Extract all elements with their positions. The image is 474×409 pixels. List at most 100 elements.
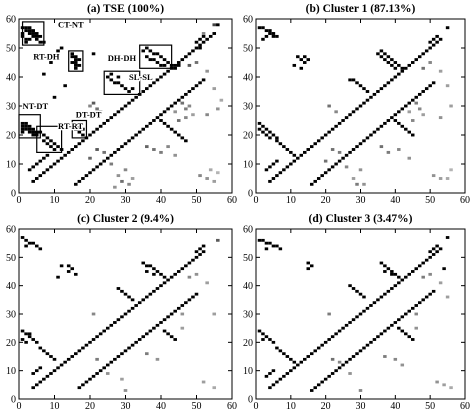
contact-cell [134, 133, 138, 137]
contact-cell [42, 133, 46, 137]
contact-cell [120, 377, 124, 381]
contact-cell [38, 159, 43, 163]
contact-cell [180, 267, 185, 271]
contact-cell [278, 377, 283, 381]
contact-cell [445, 295, 450, 299]
contact-cell [397, 63, 401, 67]
contact-cell [102, 329, 106, 333]
contact-cell [341, 156, 345, 160]
contact-cell [449, 168, 453, 172]
contact-cell [105, 75, 110, 79]
contact-cell [264, 29, 269, 33]
contact-cell [116, 148, 121, 151]
contact-cells [20, 23, 224, 189]
contact-cell [194, 40, 199, 44]
contact-cell [116, 318, 121, 322]
contact-cell [38, 34, 43, 38]
contact-cell [91, 168, 96, 172]
contact-cell [313, 349, 317, 353]
contact-cell [173, 66, 177, 70]
contact-cell [383, 58, 387, 62]
contact-cell [70, 148, 75, 151]
contact-cell [428, 272, 432, 276]
contact-cell [201, 78, 206, 82]
contact-cell [417, 92, 422, 96]
contact-cell [344, 116, 349, 120]
contact-cell [145, 145, 149, 149]
contact-cell [120, 145, 124, 149]
y-tick-label: 30 [243, 310, 253, 321]
y-tick-label: 50 [6, 44, 16, 55]
contact-cell [24, 26, 28, 30]
contact-cell [141, 261, 146, 265]
contact-cell [194, 84, 199, 88]
contact-cell [438, 69, 443, 73]
contact-cell [42, 72, 46, 76]
contact-cell [52, 95, 57, 99]
contact-cell [421, 66, 425, 70]
contact-cell [313, 386, 317, 390]
contact-cell [31, 32, 35, 35]
panel-title: (b) Cluster 1 (87.13%) [306, 3, 416, 15]
contact-cell [198, 253, 202, 256]
panel-2: (b) Cluster 1 (87.13%) 0 10 20 30 40 50 60 0 10 20… [243, 3, 470, 206]
contact-cell [56, 159, 60, 163]
contact-cell [127, 295, 131, 299]
contact-cell [141, 49, 146, 53]
contact-cell [34, 369, 39, 373]
contact-cell [208, 168, 213, 172]
contact-cell [34, 340, 39, 344]
contact-cell [145, 55, 149, 59]
contact-cell [379, 145, 384, 149]
contact-cell [105, 119, 110, 122]
contact-cell [162, 275, 167, 279]
contact-cell [113, 321, 117, 324]
contact-cell [109, 323, 114, 327]
contact-cell [116, 81, 121, 85]
annotation-label: RT-DH [33, 52, 60, 62]
contact-cell [268, 241, 272, 245]
contact-cell [285, 355, 290, 358]
contact-cell [123, 142, 128, 146]
x-tick-label: 0 [254, 195, 259, 206]
contact-cell [351, 110, 356, 114]
y-tick-label: 10 [243, 160, 253, 171]
contact-cell [180, 304, 185, 307]
contact-cell [173, 101, 177, 105]
y-tick-label: 20 [243, 338, 253, 349]
contact-cell [95, 335, 99, 339]
contact-cell [49, 355, 53, 358]
x-tick-label: 60 [227, 401, 237, 409]
x-tick-label: 0 [254, 401, 259, 409]
contact-cell [88, 156, 92, 160]
contact-cell [145, 264, 149, 268]
contact-cell [88, 340, 92, 344]
contact-cell [159, 272, 163, 276]
contact-cell [141, 127, 146, 131]
contact-cell [105, 326, 110, 330]
contact-cell [70, 355, 75, 358]
contact-cell [141, 90, 146, 93]
contact-cell [397, 275, 401, 279]
contact-cell [74, 55, 78, 59]
contact-cell [337, 150, 342, 154]
contact-cell [24, 40, 28, 44]
contact-cell [407, 63, 411, 67]
x-tick-label: 50 [192, 195, 202, 206]
contact-cell [341, 119, 345, 122]
contact-cell [264, 241, 269, 245]
contact-cell [271, 162, 276, 166]
contact-cell [74, 145, 78, 149]
contact-cell [24, 332, 28, 336]
contact-cell [393, 321, 398, 324]
contact-cell [417, 301, 422, 305]
y-tick-label: 0 [248, 189, 253, 200]
contact-cell [393, 113, 398, 117]
contact-cell [109, 72, 114, 76]
annotation-label: SL-SL [129, 72, 153, 82]
contact-cell [31, 165, 35, 169]
contact-cell [91, 52, 96, 56]
y-tick-label: 0 [11, 189, 16, 200]
contact-cell [386, 326, 391, 330]
contact-cell [27, 29, 32, 33]
